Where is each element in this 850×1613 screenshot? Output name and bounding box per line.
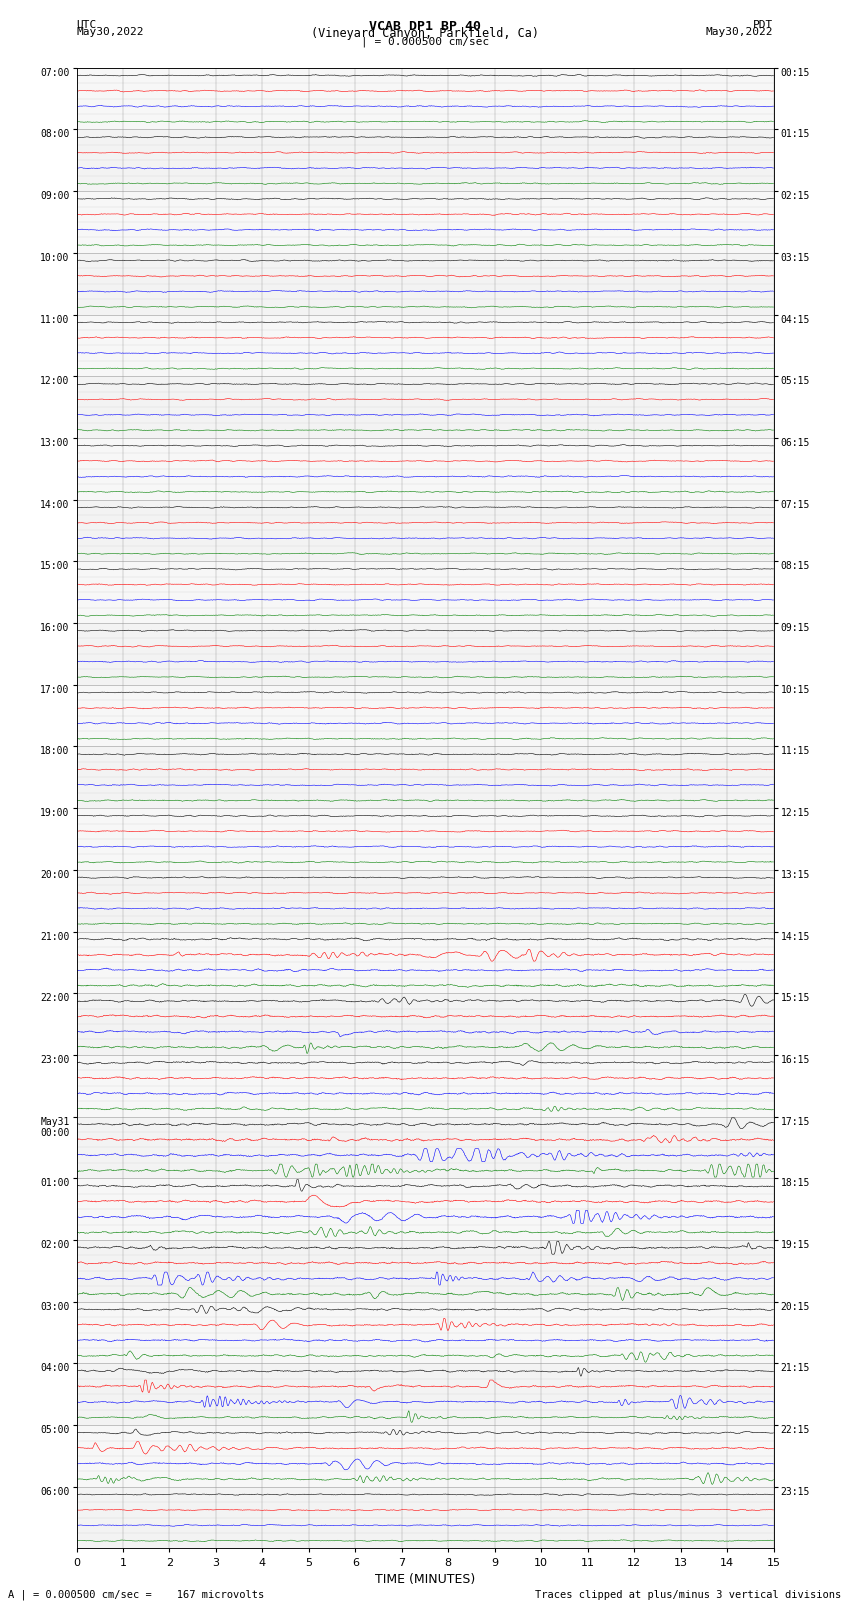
Text: May30,2022: May30,2022 [706,27,774,37]
Text: PDT: PDT [753,19,774,31]
Bar [76,1240,774,1302]
Text: VCAB DP1 BP 40: VCAB DP1 BP 40 [369,19,481,34]
Bar [76,192,774,253]
Bar [76,808,774,869]
X-axis label: TIME (MINUTES): TIME (MINUTES) [375,1573,475,1586]
Bar [76,1426,774,1487]
Bar [76,1177,774,1240]
Bar [76,315,774,376]
Bar [76,1302,774,1363]
Bar [76,994,774,1055]
Bar [76,68,774,129]
Text: | = 0.000500 cm/sec: | = 0.000500 cm/sec [361,37,489,47]
Bar [76,747,774,808]
Bar [76,869,774,931]
Text: Traces clipped at plus/minus 3 vertical divisions: Traces clipped at plus/minus 3 vertical … [536,1590,842,1600]
Text: A | = 0.000500 cm/sec =    167 microvolts: A | = 0.000500 cm/sec = 167 microvolts [8,1589,264,1600]
Bar [76,561,774,623]
Bar [76,376,774,439]
Bar [76,439,774,500]
Bar [76,1116,774,1177]
Bar [76,500,774,561]
Text: UTC: UTC [76,19,97,31]
Text: (Vineyard Canyon, Parkfield, Ca): (Vineyard Canyon, Parkfield, Ca) [311,27,539,40]
Bar [76,623,774,684]
Text: May30,2022: May30,2022 [76,27,144,37]
Bar [76,1055,774,1116]
Bar [76,931,774,994]
Bar [76,129,774,192]
Bar [76,253,774,315]
Bar [76,1363,774,1426]
Bar [76,684,774,747]
Bar [76,1487,774,1548]
